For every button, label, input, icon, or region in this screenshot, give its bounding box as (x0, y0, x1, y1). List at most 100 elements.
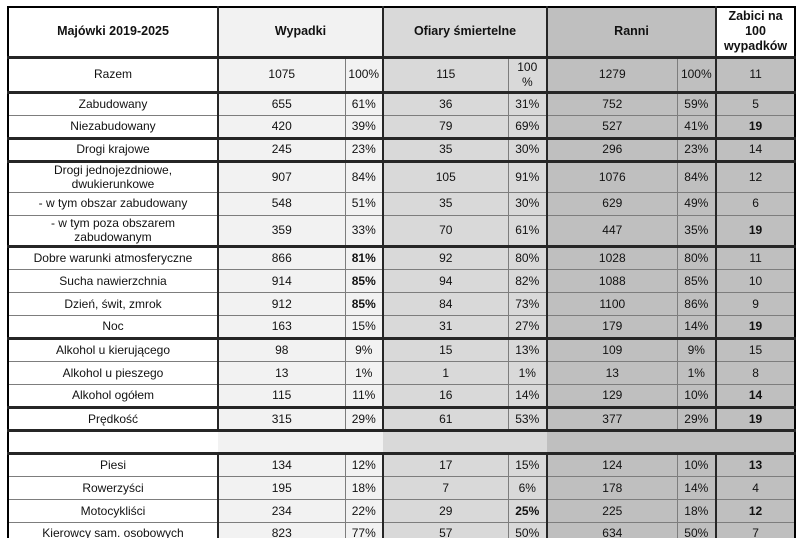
cell-ranni-value: 1088 (546, 269, 678, 293)
cell-ranni-pct: 23% (676, 136, 717, 161)
cell-wypadki-value: 195 (217, 476, 345, 500)
cell-label: Dzień, świt, zmrok (8, 292, 218, 316)
cell-zabici-na-100: 12 (715, 159, 796, 193)
cell-ofiary-value: 92 (382, 245, 509, 270)
cell-label: - w tym poza obszarem zabudowanym (8, 214, 218, 247)
cell-wypadki-pct: 61% (344, 90, 384, 115)
cell-ranni-pct: 35% (676, 214, 717, 247)
cell-wypadki-value: 163 (217, 315, 345, 339)
cell-label: Noc (8, 315, 218, 339)
cell-wypadki-pct: 1% (344, 361, 384, 385)
cell-wypadki-pct: 77% (344, 522, 384, 538)
cell-label: Motocykliści (8, 499, 218, 523)
cell-ranni-pct: 50% (676, 522, 717, 538)
header-row: Majówki 2019-2025 Wypadki Ofiary śmierte… (8, 7, 796, 57)
spacer-row (8, 429, 796, 454)
cell-ranni-value: 124 (546, 452, 678, 477)
cell-ofiary-pct: 100 % (507, 55, 548, 92)
cell-wypadki-value: 245 (217, 136, 345, 161)
spacer-cell (8, 429, 218, 454)
cell-ofiary-value: 7 (382, 476, 509, 500)
cell-wypadki-pct: 22% (344, 499, 384, 523)
cell-zabici-na-100: 4 (715, 476, 796, 500)
header-zabici-na-100-wypadkow: Zabici na 100 wypadków (715, 7, 796, 57)
cell-ofiary-pct: 50% (507, 522, 548, 538)
cell-wypadki-value: 420 (217, 114, 345, 138)
cell-ranni-pct: 41% (676, 114, 717, 138)
table-row: Prędkość 315 29% 61 53% 377 29% 19 (8, 406, 796, 431)
cell-ranni-pct: 10% (676, 452, 717, 477)
cell-ranni-pct: 18% (676, 499, 717, 523)
cell-ranni-value: 179 (546, 315, 678, 339)
cell-wypadki-pct: 29% (344, 406, 384, 431)
table-row: Piesi 134 12% 17 15% 124 10% 13 (8, 452, 796, 477)
table-row: Dobre warunki atmosferyczne 866 81% 92 80% 10… (8, 245, 796, 270)
cell-ofiary-value: 15 (382, 337, 509, 362)
cell-wypadki-pct: 85% (344, 269, 384, 293)
cell-ofiary-value: 29 (382, 499, 509, 523)
cell-ofiary-value: 1 (382, 361, 509, 385)
cell-ranni-value: 296 (546, 136, 678, 161)
cell-wypadki-pct: 11% (344, 384, 384, 408)
statistics-table: Majówki 2019-2025 Wypadki Ofiary śmierte… (7, 6, 797, 538)
cell-wypadki-pct: 12% (344, 452, 384, 477)
cell-ofiary-value: 70 (382, 214, 509, 247)
table-row: Dzień, świt, zmrok 912 85% 84 73% 1100 86% 9 (8, 292, 796, 316)
cell-wypadki-pct: 81% (344, 245, 384, 270)
cell-label: Zabudowany (8, 90, 218, 115)
cell-ofiary-value: 17 (382, 452, 509, 477)
cell-wypadki-value: 912 (217, 292, 345, 316)
spacer-cell (218, 429, 384, 454)
cell-ofiary-value: 61 (382, 406, 509, 431)
cell-ranni-pct: 85% (676, 269, 717, 293)
cell-ofiary-pct: 73% (507, 292, 548, 316)
cell-wypadki-value: 548 (217, 191, 345, 216)
cell-wypadki-value: 115 (217, 384, 345, 408)
table-row: Alkohol u pieszego 13 1% 1 1% 13 1% 8 (8, 361, 796, 385)
cell-wypadki-value: 315 (217, 406, 345, 431)
cell-wypadki-value: 359 (217, 214, 345, 247)
cell-ofiary-value: 84 (382, 292, 509, 316)
cell-ofiary-pct: 15% (507, 452, 548, 477)
cell-wypadki-pct: 39% (344, 114, 384, 138)
cell-wypadki-value: 914 (217, 269, 345, 293)
cell-label: Sucha nawierzchnia (8, 269, 218, 293)
cell-ranni-pct: 9% (676, 337, 717, 362)
table-row: Drogi krajowe 245 23% 35 30% 296 23% 14 (8, 136, 796, 161)
cell-ranni-value: 178 (546, 476, 678, 500)
header-ofiary-smiertelne: Ofiary śmiertelne (382, 7, 548, 57)
cell-ofiary-pct: 14% (507, 384, 548, 408)
cell-ranni-pct: 80% (676, 245, 717, 270)
cell-wypadki-pct: 9% (344, 337, 384, 362)
cell-ofiary-value: 16 (382, 384, 509, 408)
cell-ranni-pct: 100% (676, 55, 717, 92)
cell-ofiary-pct: 30% (507, 136, 548, 161)
cell-zabici-na-100: 19 (715, 406, 796, 431)
corner-header: Majówki 2019-2025 (8, 7, 218, 57)
table-row: Kierowcy sam. osobowych 823 77% 57 50% 634 50%… (8, 522, 796, 538)
cell-ofiary-pct: 53% (507, 406, 548, 431)
cell-ofiary-pct: 69% (507, 114, 548, 138)
cell-label: Alkohol u pieszego (8, 361, 218, 385)
cell-ranni-pct: 59% (676, 90, 717, 115)
cell-zabici-na-100: 5 (715, 90, 796, 115)
cell-label: Razem (8, 55, 218, 92)
table-row: Niezabudowany 420 39% 79 69% 527 41% 19 (8, 114, 796, 138)
table-row: Alkohol ogółem 115 11% 16 14% 129 10% 14 (8, 384, 796, 408)
cell-ofiary-value: 35 (382, 136, 509, 161)
cell-ranni-value: 527 (546, 114, 678, 138)
header-wypadki: Wypadki (216, 7, 384, 57)
cell-ofiary-value: 79 (382, 114, 509, 138)
table-row: Noc 163 15% 31 27% 179 14% 19 (8, 315, 796, 339)
cell-ofiary-pct: 6% (507, 476, 548, 500)
cell-zabici-na-100: 9 (715, 292, 796, 316)
cell-ranni-value: 1028 (546, 245, 678, 270)
cell-wypadki-value: 823 (217, 522, 345, 538)
cell-ofiary-value: 105 (382, 159, 509, 193)
cell-ofiary-pct: 1% (507, 361, 548, 385)
cell-wypadki-value: 98 (217, 337, 345, 362)
cell-wypadki-value: 866 (217, 245, 345, 270)
cell-wypadki-pct: 15% (344, 315, 384, 339)
cell-zabici-na-100: 19 (715, 214, 796, 247)
